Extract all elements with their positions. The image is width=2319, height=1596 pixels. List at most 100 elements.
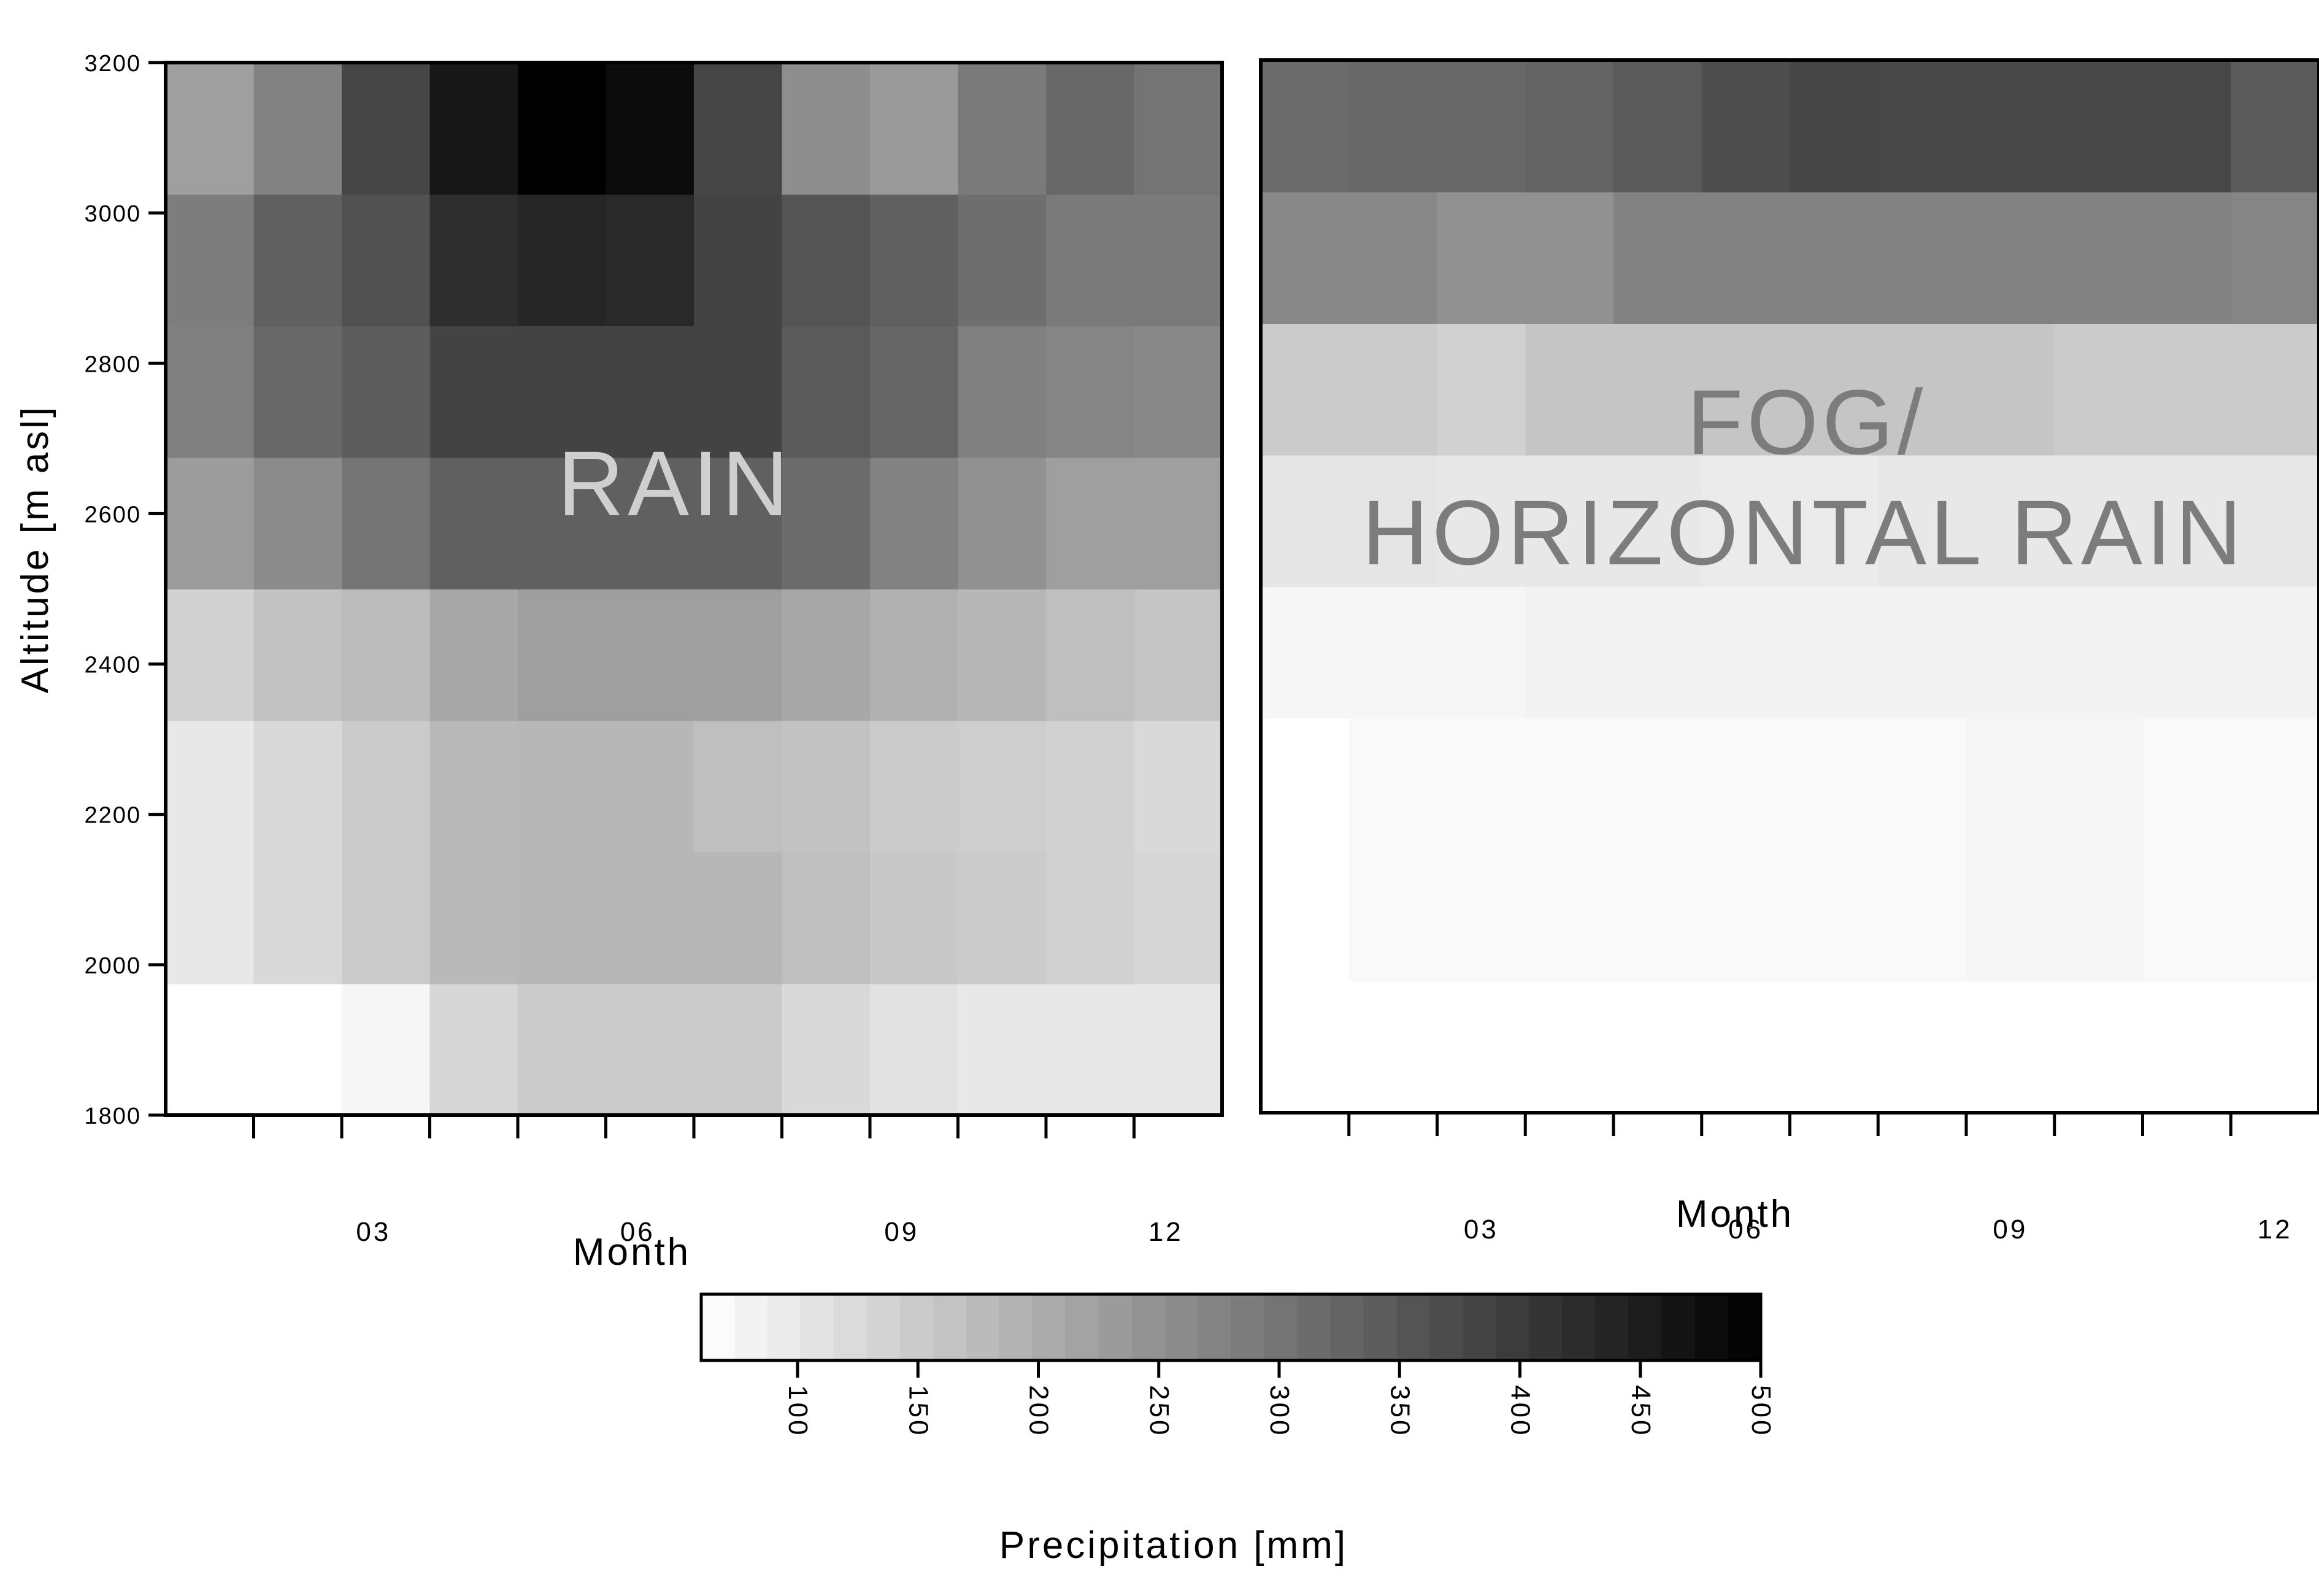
cell-m7-alt1800 bbox=[1790, 981, 1879, 1113]
cell-m2-alt2325 bbox=[253, 589, 342, 721]
colorbar-tick-label: 200 bbox=[1024, 1385, 1054, 1437]
cell-m4-alt2150 bbox=[1525, 718, 1615, 850]
cell-m7-alt2850 bbox=[694, 194, 783, 326]
cell-m1-alt1800 bbox=[166, 983, 255, 1116]
cell-m2-alt2675 bbox=[1348, 323, 1438, 456]
cell-m6-alt3025 bbox=[606, 63, 694, 195]
cell-m10-alt2850 bbox=[2054, 191, 2144, 324]
colorbar-swatch bbox=[800, 1294, 834, 1360]
cell-m10-alt2500 bbox=[958, 457, 1047, 589]
cell-m9-alt1800 bbox=[870, 983, 959, 1116]
cell-m7-alt2325 bbox=[694, 589, 783, 721]
colorbar-swatch bbox=[899, 1294, 934, 1360]
cell-m12-alt2850 bbox=[2231, 191, 2319, 324]
cell-m3-alt2500 bbox=[1437, 455, 1526, 587]
cell-m3-alt2150 bbox=[342, 720, 431, 853]
cell-m11-alt2325 bbox=[1046, 589, 1135, 721]
cell-m12-alt1800 bbox=[2231, 981, 2319, 1113]
colorbar-swatch bbox=[1264, 1294, 1298, 1360]
cell-m12-alt1800 bbox=[1134, 983, 1223, 1116]
colorbar-swatch bbox=[933, 1294, 967, 1360]
fog-annotation-line1: FOG/ bbox=[1687, 370, 1927, 474]
cell-m2-alt1800 bbox=[1348, 981, 1438, 1113]
cell-m2-alt2850 bbox=[253, 194, 342, 326]
cell-m6-alt2150 bbox=[606, 720, 694, 853]
cell-m1-alt1975 bbox=[1261, 850, 1350, 982]
cell-m1-alt2675 bbox=[166, 326, 255, 458]
colorbar-swatch bbox=[1396, 1294, 1431, 1360]
cell-m7-alt2850 bbox=[1790, 191, 1879, 324]
colorbar-swatch bbox=[1098, 1294, 1133, 1360]
cell-m5-alt1975 bbox=[518, 852, 607, 984]
cell-m12-alt2500 bbox=[2231, 455, 2319, 587]
cell-m6-alt2325 bbox=[606, 589, 694, 721]
cell-m11-alt2850 bbox=[1046, 194, 1135, 326]
colorbar-swatch bbox=[1065, 1294, 1099, 1360]
cell-m8-alt1975 bbox=[1878, 850, 1967, 982]
cell-m7-alt2675 bbox=[694, 326, 783, 458]
cell-m4-alt2850 bbox=[429, 194, 518, 326]
cell-m1-alt2325 bbox=[166, 589, 255, 721]
cell-m11-alt1975 bbox=[1046, 852, 1135, 984]
x-tick-label: 12 bbox=[1148, 1217, 1183, 1247]
cell-m11-alt1800 bbox=[2142, 981, 2232, 1113]
rain-x-axis-title: Month bbox=[573, 1231, 691, 1273]
cell-m9-alt2500 bbox=[870, 457, 959, 589]
cell-m11-alt2325 bbox=[2142, 586, 2232, 719]
cell-m4-alt2850 bbox=[1525, 191, 1615, 324]
cell-m9-alt2150 bbox=[870, 720, 959, 853]
cell-m11-alt3025 bbox=[1046, 63, 1135, 195]
cell-m5-alt2150 bbox=[518, 720, 607, 853]
cell-m9-alt2675 bbox=[870, 326, 959, 458]
y-tick-label: 2000 bbox=[84, 953, 141, 979]
colorbar-swatch bbox=[1164, 1294, 1199, 1360]
x-tick-label: 09 bbox=[884, 1217, 919, 1247]
cell-m5-alt1975 bbox=[1613, 850, 1702, 982]
colorbar-swatch bbox=[866, 1294, 901, 1360]
cell-m11-alt2150 bbox=[1046, 720, 1135, 853]
fog-x-ticks: 03 06 09 12 bbox=[1347, 1113, 2293, 1245]
x-tick-label: 06 bbox=[1728, 1214, 1763, 1245]
cell-m9-alt1975 bbox=[870, 852, 959, 984]
colorbar-swatches bbox=[701, 1294, 1761, 1360]
colorbar-swatch bbox=[966, 1294, 1000, 1360]
colorbar-swatch bbox=[701, 1294, 735, 1360]
cell-m10-alt2150 bbox=[2054, 718, 2144, 850]
colorbar-tick-label: 250 bbox=[1144, 1385, 1174, 1437]
cell-m8-alt1975 bbox=[782, 852, 871, 984]
cell-m7-alt2150 bbox=[1790, 718, 1879, 850]
cell-m10-alt1800 bbox=[958, 983, 1047, 1116]
y-tick-label: 2400 bbox=[84, 653, 141, 678]
cell-m4-alt1975 bbox=[1525, 850, 1615, 982]
cell-m10-alt3025 bbox=[2054, 60, 2144, 193]
cell-m4-alt2150 bbox=[429, 720, 518, 853]
cell-m9-alt2675 bbox=[1966, 323, 2055, 456]
x-tick-label: 12 bbox=[2258, 1214, 2293, 1245]
cell-m7-alt1975 bbox=[694, 852, 783, 984]
cell-m12-alt3025 bbox=[1134, 63, 1223, 195]
cell-m6-alt3025 bbox=[1701, 60, 1791, 193]
cell-m2-alt2500 bbox=[253, 457, 342, 589]
cell-m12-alt1975 bbox=[2231, 850, 2319, 982]
cell-m4-alt2325 bbox=[1525, 586, 1615, 719]
cell-m4-alt2675 bbox=[1525, 323, 1615, 456]
cell-m7-alt1975 bbox=[1790, 850, 1879, 982]
cell-m1-alt2500 bbox=[1261, 455, 1350, 587]
cell-m4-alt1800 bbox=[1525, 981, 1615, 1113]
cell-m9-alt1800 bbox=[1966, 981, 2055, 1113]
cell-m10-alt2675 bbox=[958, 326, 1047, 458]
colorbar-ticks: 100 150 200 250 300 350 400 450 500 bbox=[783, 1360, 1776, 1437]
cell-m5-alt2675 bbox=[1613, 323, 1702, 456]
y-tick-label: 2600 bbox=[84, 502, 141, 528]
cell-m8-alt2150 bbox=[1878, 718, 1967, 850]
colorbar-title: Precipitation [mm] bbox=[999, 1524, 1348, 1567]
cell-m7-alt3025 bbox=[1790, 60, 1879, 193]
cell-m8-alt2675 bbox=[1878, 323, 1967, 456]
cell-m3-alt1800 bbox=[342, 983, 431, 1116]
cell-m11-alt2675 bbox=[2142, 323, 2232, 456]
colorbar-swatch bbox=[1330, 1294, 1364, 1360]
cell-m5-alt2675 bbox=[518, 326, 607, 458]
colorbar-swatch bbox=[1496, 1294, 1530, 1360]
colorbar-swatch bbox=[767, 1294, 801, 1360]
